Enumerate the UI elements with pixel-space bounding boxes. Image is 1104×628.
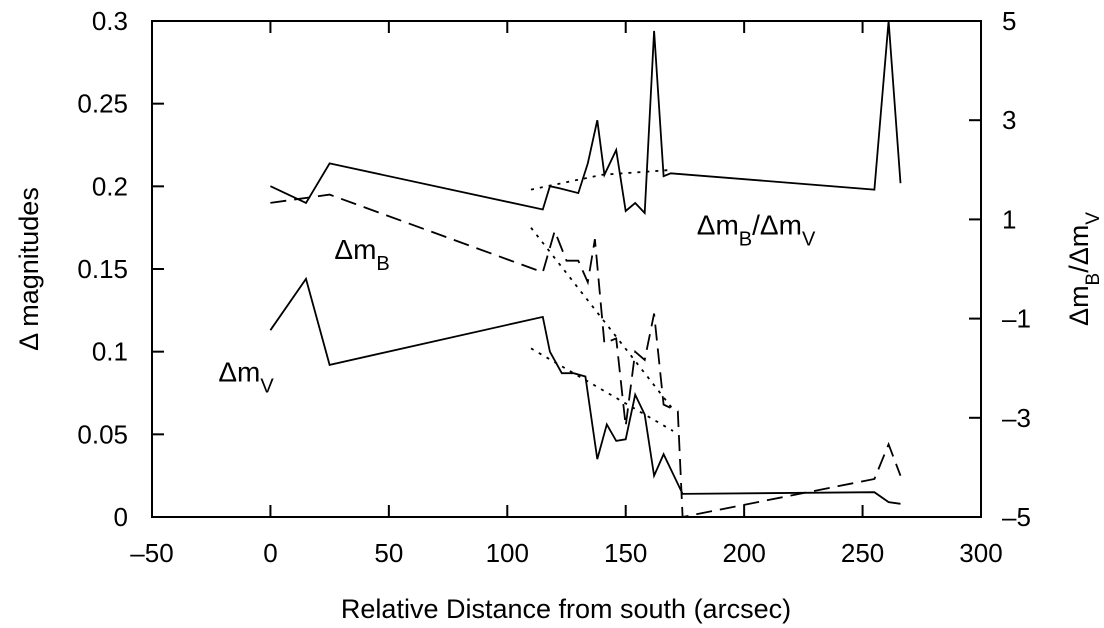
x-tick-label: –50 xyxy=(130,538,173,568)
series-line-delta-mv-dotted xyxy=(530,347,674,432)
x-tick-label: 200 xyxy=(722,538,765,568)
y-tick-label: 0.15 xyxy=(77,254,128,284)
y-tick-label: 0.3 xyxy=(92,6,128,36)
x-tick-label: 300 xyxy=(959,538,1002,568)
x-tick-label: 250 xyxy=(841,538,884,568)
annotations: ΔmV ΔmB ΔmB/ΔmV xyxy=(218,209,816,397)
annot-delta-mb: ΔmB xyxy=(334,234,389,275)
y2-tick-label: –3 xyxy=(1002,403,1031,433)
plot-frame xyxy=(151,20,982,518)
series-line-delta-mv xyxy=(269,276,901,505)
y2-tick-label: 1 xyxy=(1002,204,1016,234)
ticks xyxy=(151,20,982,518)
y2-tick-label: –1 xyxy=(1002,304,1031,334)
x-tick-label: 150 xyxy=(604,538,647,568)
y-tick-label: 0 xyxy=(114,502,128,532)
x-tick-label: 100 xyxy=(486,538,529,568)
x-tick-label: 50 xyxy=(374,538,403,568)
y-tick-label: 0.05 xyxy=(77,419,128,449)
series-line-ratio-dotted xyxy=(530,168,674,191)
annot-ratio: ΔmB/ΔmV xyxy=(697,209,816,250)
annot-delta-mv: ΔmV xyxy=(218,356,274,397)
y-tick-label: 0.25 xyxy=(77,89,128,119)
tick-labels: –50 0 50 100 150 200 250 30000.050.10.150.20.25… xyxy=(77,6,1031,568)
y2-tick-label: 3 xyxy=(1002,105,1016,135)
y-tick-label: 0.1 xyxy=(92,337,128,367)
y-axis-label: Δ magnitudes xyxy=(14,187,44,351)
x-axis-label: Relative Distance from south (arcsec) xyxy=(341,594,791,624)
y2-axis-label: ΔmB/ΔmV xyxy=(1064,212,1104,326)
y2-tick-label: –5 xyxy=(1002,502,1031,532)
x-tick-label: 0 xyxy=(263,538,277,568)
series-line-delta-mb-dotted xyxy=(530,227,674,411)
series-line-delta-mb xyxy=(270,193,902,519)
y2-tick-label: 5 xyxy=(1002,6,1016,36)
series-layer xyxy=(269,20,902,519)
series-line-ratio-solid xyxy=(270,20,902,216)
y-tick-label: 0.2 xyxy=(92,171,128,201)
